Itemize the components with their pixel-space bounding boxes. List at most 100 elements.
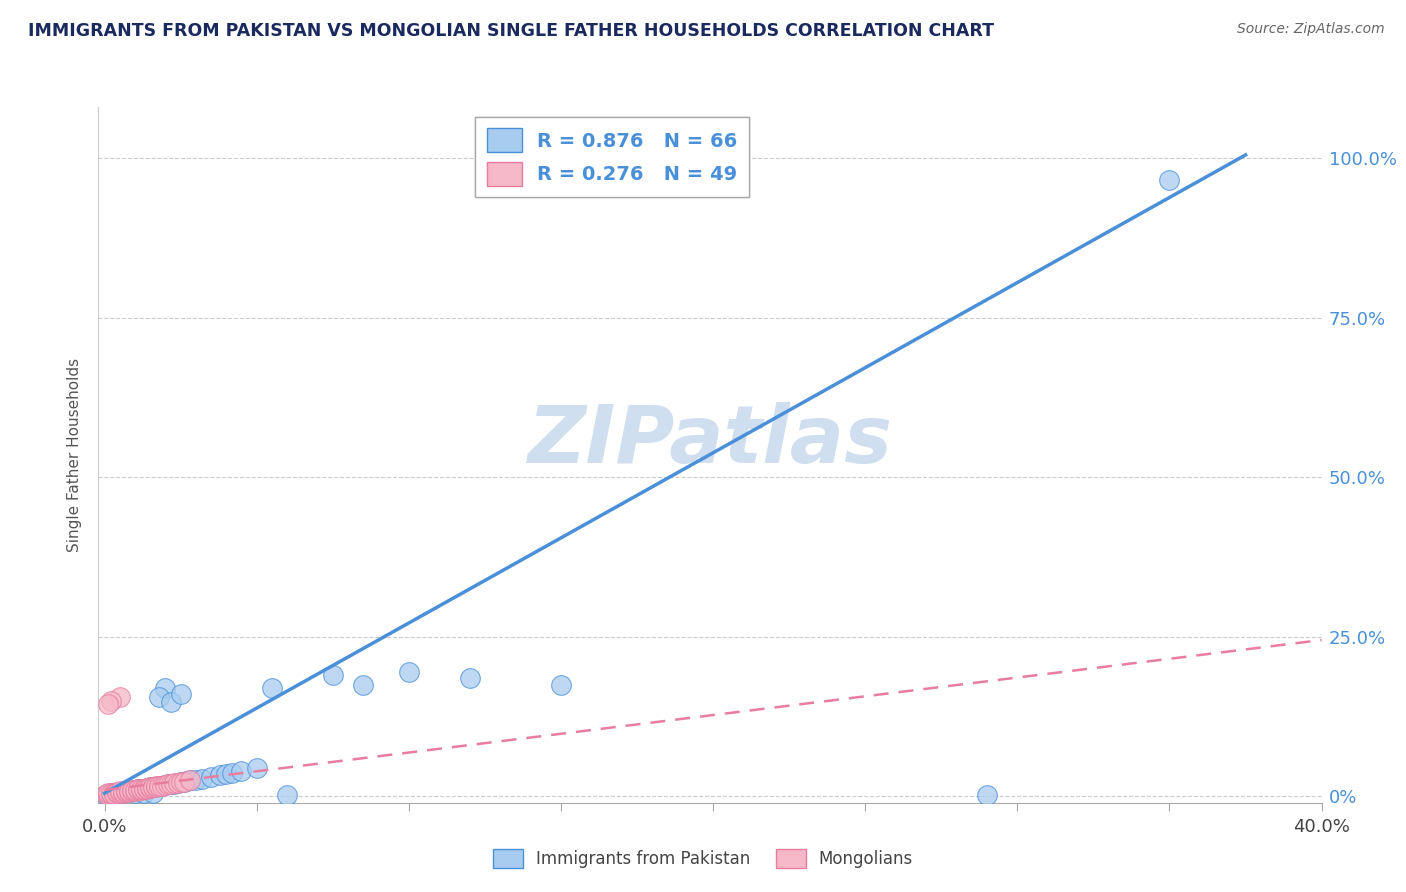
Point: [111, 786, 134, 800]
Point: [136, 781, 159, 796]
Y-axis label: Single Father Households: Single Father Households: [67, 358, 83, 552]
Point: [118, 783, 141, 797]
Point: [150, 779, 173, 793]
Point: [124, 783, 146, 797]
Point: [129, 782, 152, 797]
Point: [100, 787, 122, 801]
Point: [96, 788, 118, 802]
Text: Source: ZipAtlas.com: Source: ZipAtlas.com: [1237, 22, 1385, 37]
Point: [96, 788, 118, 802]
Point: [157, 777, 180, 791]
Point: [209, 768, 232, 782]
Point: [100, 786, 122, 800]
Point: [124, 783, 146, 797]
Point: [215, 767, 238, 781]
Point: [111, 785, 134, 799]
Point: [105, 787, 128, 801]
Point: [322, 668, 344, 682]
Point: [550, 678, 572, 692]
Point: [94, 787, 117, 801]
Point: [166, 776, 188, 790]
Point: [179, 773, 201, 788]
Point: [260, 681, 283, 695]
Point: [121, 784, 143, 798]
Point: [231, 764, 253, 778]
Point: [136, 781, 159, 796]
Point: [184, 772, 207, 787]
Point: [142, 786, 165, 800]
Point: [150, 779, 173, 793]
Point: [129, 781, 152, 796]
Point: [94, 788, 117, 802]
Point: [124, 786, 146, 800]
Point: [103, 786, 125, 800]
Point: [132, 781, 155, 796]
Point: [148, 779, 170, 793]
Point: [129, 783, 152, 797]
Point: [108, 786, 131, 800]
Point: [148, 779, 170, 793]
Point: [160, 777, 183, 791]
Point: [96, 697, 118, 711]
Point: [124, 783, 146, 797]
Point: [118, 785, 141, 799]
Point: [976, 788, 998, 802]
Point: [114, 785, 136, 799]
Point: [105, 786, 128, 800]
Point: [276, 788, 298, 802]
Point: [108, 786, 131, 800]
Point: [142, 780, 165, 794]
Point: [157, 777, 180, 791]
Point: [352, 678, 374, 692]
Point: [1159, 173, 1181, 187]
Point: [127, 783, 149, 797]
Point: [148, 690, 170, 705]
Point: [103, 786, 125, 800]
Point: [155, 778, 177, 792]
Point: [176, 774, 198, 789]
Point: [96, 787, 118, 801]
Point: [179, 773, 201, 788]
Point: [221, 765, 243, 780]
Point: [114, 784, 136, 798]
Point: [200, 770, 222, 784]
Point: [100, 786, 122, 800]
Legend: R = 0.876   N = 66, R = 0.276   N = 49: R = 0.876 N = 66, R = 0.276 N = 49: [475, 117, 749, 197]
Point: [118, 785, 141, 799]
Point: [114, 785, 136, 799]
Point: [142, 780, 165, 794]
Point: [169, 687, 191, 701]
Point: [100, 787, 122, 801]
Point: [163, 777, 186, 791]
Point: [136, 781, 159, 796]
Point: [139, 781, 162, 796]
Point: [160, 695, 183, 709]
Point: [127, 783, 149, 797]
Point: [139, 780, 162, 795]
Point: [173, 774, 195, 789]
Point: [103, 787, 125, 801]
Point: [173, 775, 195, 789]
Point: [169, 775, 191, 789]
Point: [145, 779, 167, 793]
Point: [105, 786, 128, 800]
Point: [114, 784, 136, 798]
Point: [246, 761, 269, 775]
Point: [129, 782, 152, 797]
Point: [132, 782, 155, 797]
Point: [111, 785, 134, 799]
Point: [124, 783, 146, 797]
Point: [108, 786, 131, 800]
Point: [145, 780, 167, 794]
Point: [96, 786, 118, 800]
Point: [398, 665, 420, 679]
Point: [127, 782, 149, 797]
Point: [132, 781, 155, 796]
Point: [155, 681, 177, 695]
Point: [108, 784, 131, 798]
Point: [163, 776, 186, 790]
Point: [148, 779, 170, 793]
Point: [121, 783, 143, 797]
Text: ZIPatlas: ZIPatlas: [527, 402, 893, 480]
Point: [139, 781, 162, 796]
